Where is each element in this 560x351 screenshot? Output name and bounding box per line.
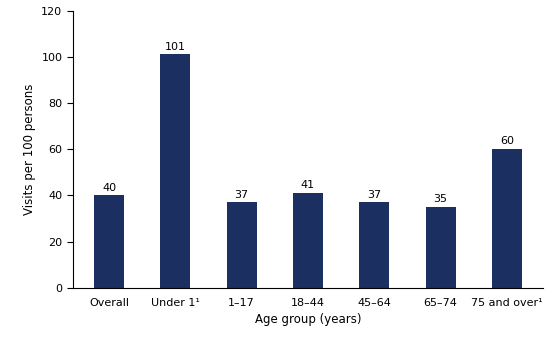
- Bar: [293, 193, 323, 288]
- Bar: [426, 207, 455, 288]
- Text: 37: 37: [367, 190, 381, 200]
- Text: 40: 40: [102, 183, 116, 193]
- Text: 37: 37: [235, 190, 249, 200]
- Text: 101: 101: [165, 42, 186, 52]
- Text: 60: 60: [500, 137, 514, 146]
- Bar: [360, 202, 389, 288]
- Bar: [161, 54, 190, 288]
- Text: 35: 35: [433, 194, 447, 204]
- Bar: [227, 202, 256, 288]
- Bar: [94, 196, 124, 288]
- Y-axis label: Visits per 100 persons: Visits per 100 persons: [23, 84, 36, 215]
- X-axis label: Age group (years): Age group (years): [255, 313, 361, 326]
- Text: 41: 41: [301, 180, 315, 190]
- Bar: [492, 149, 522, 288]
